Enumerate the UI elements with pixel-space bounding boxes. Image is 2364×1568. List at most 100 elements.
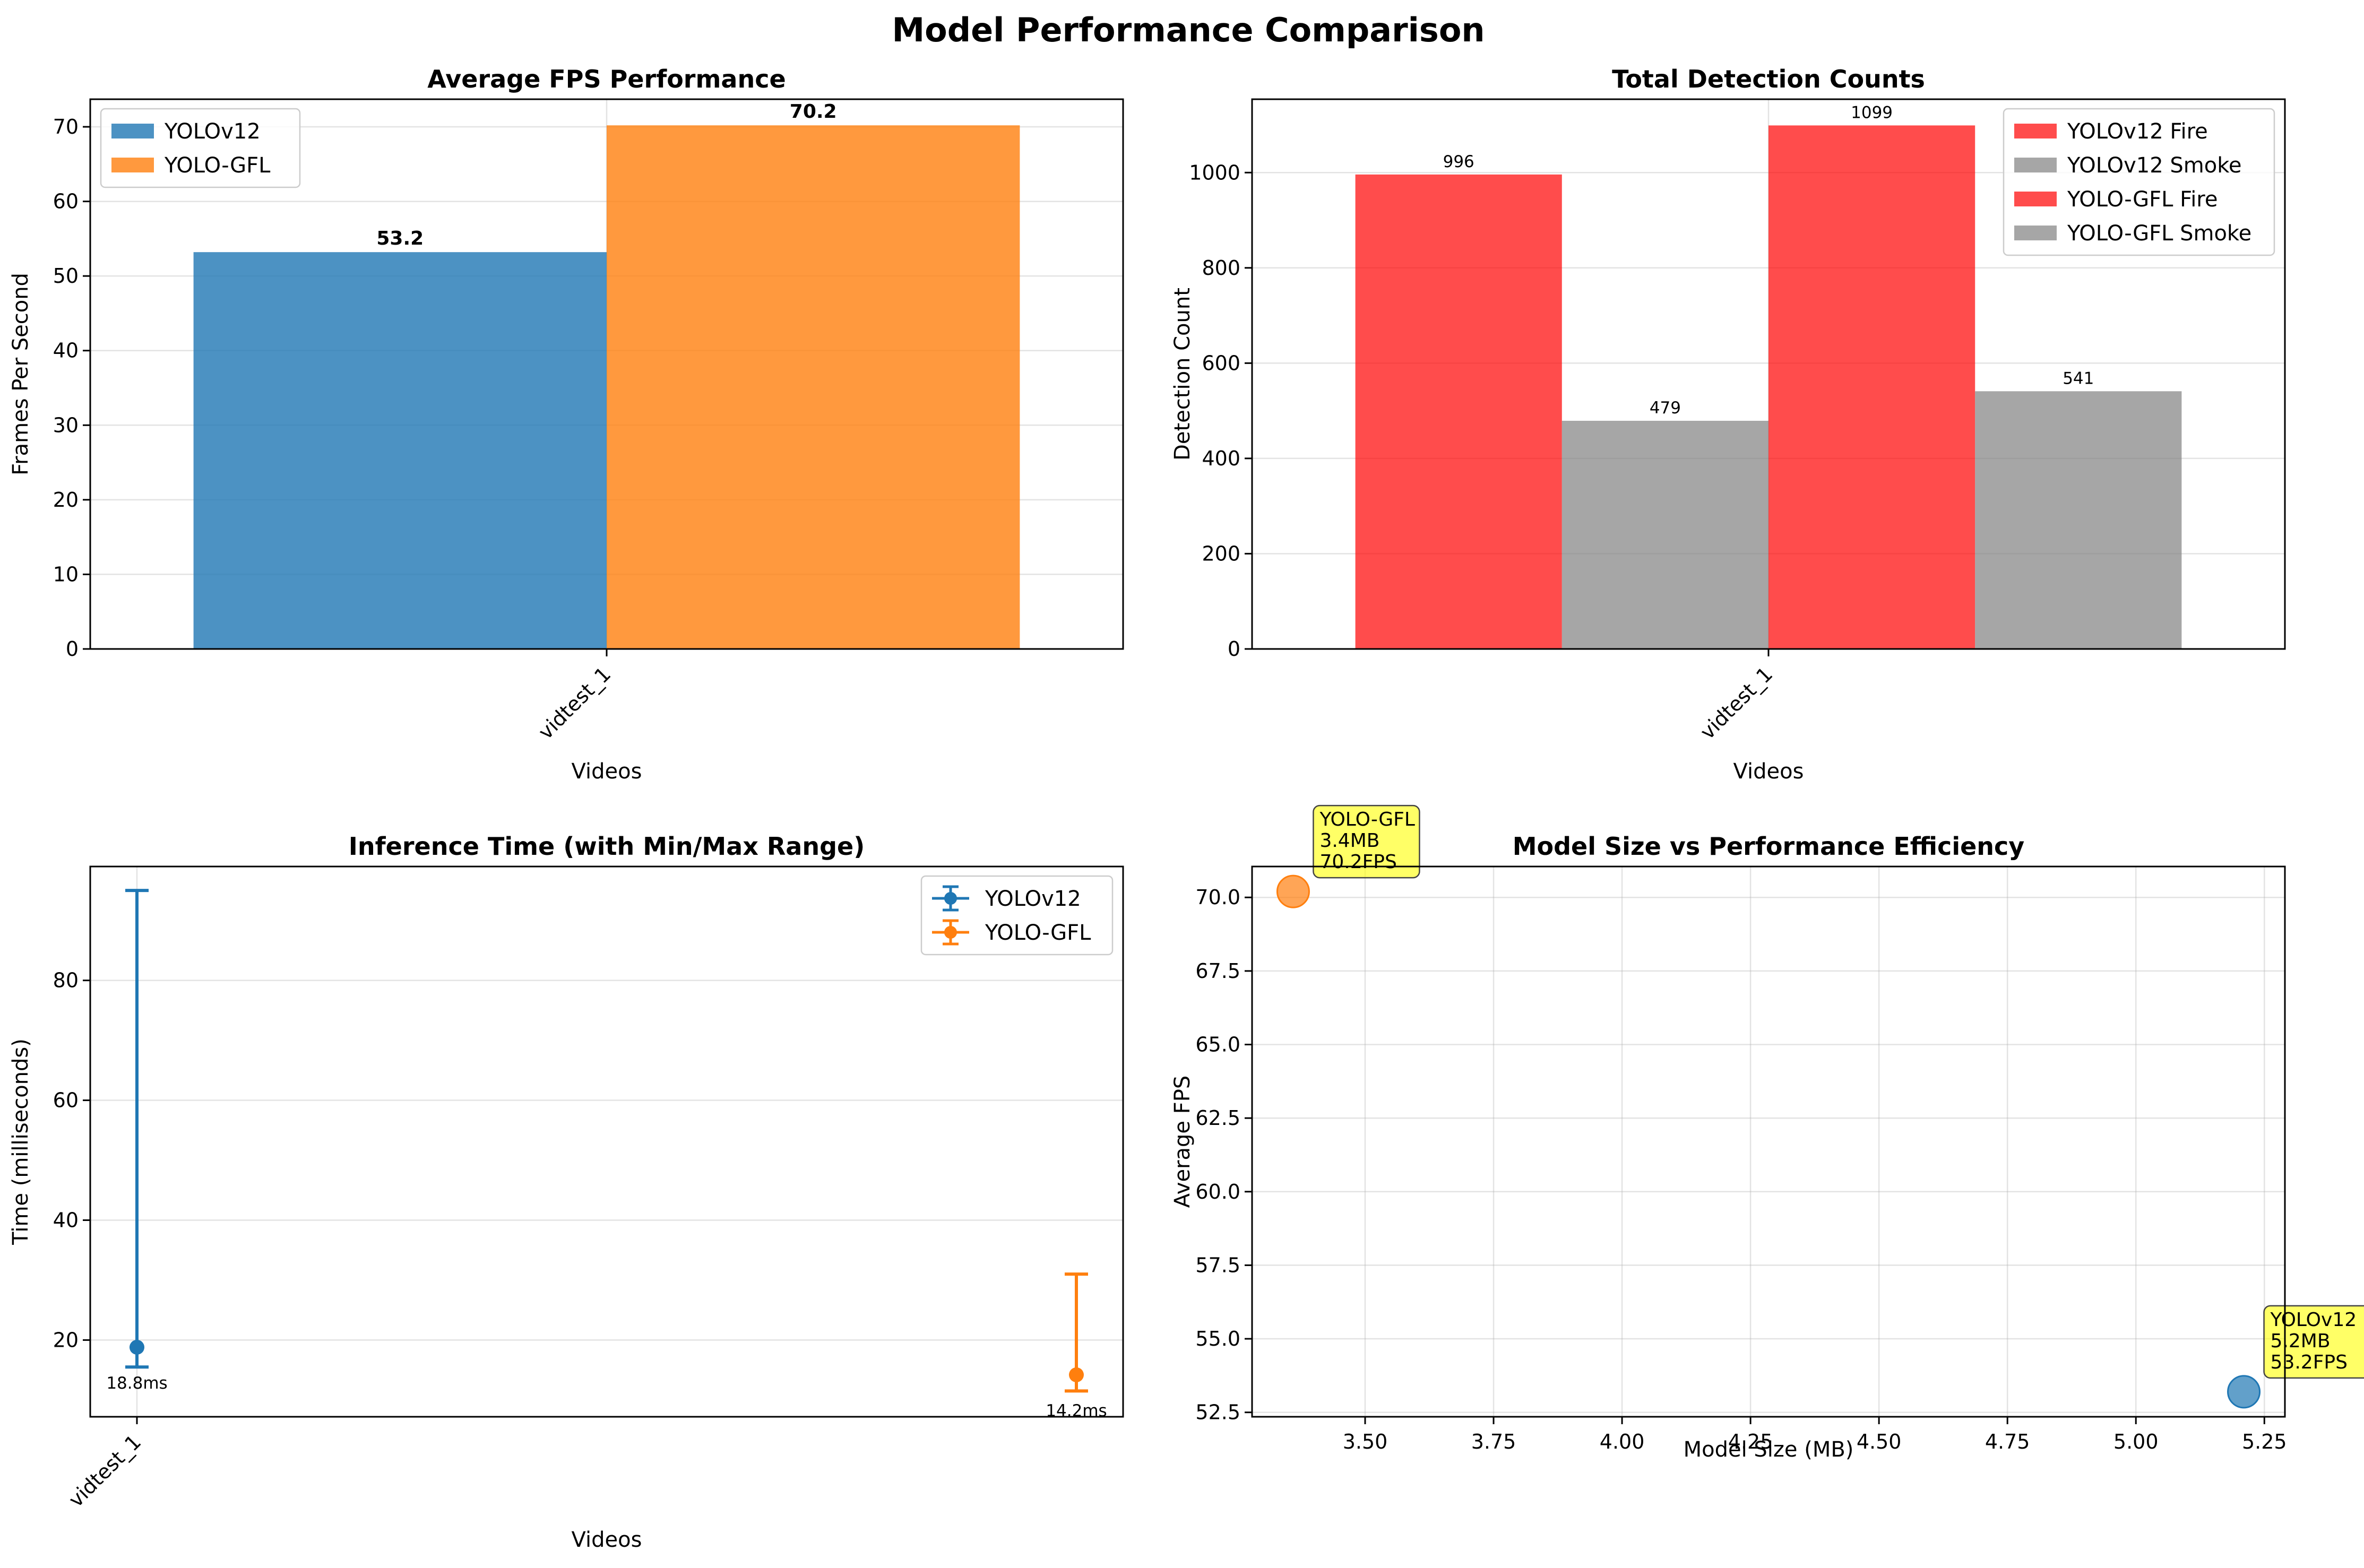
point-annotation-box [2263, 1305, 2364, 1379]
x-tick-label: 4.75 [1985, 1430, 2030, 1453]
bar-value-label: 541 [2063, 369, 2094, 388]
legend-swatch [2014, 226, 2057, 240]
bar-value-label: 1099 [1851, 103, 1893, 122]
legend-entry: YOLO-GFL [164, 153, 271, 178]
y-axis-label: Time (milliseconds) [8, 1038, 33, 1245]
chart-title: Inference Time (with Min/Max Range) [349, 832, 865, 861]
legend-swatch [2014, 158, 2057, 172]
size-vs-fps-scatter-chart: 52.5 55.0 57.5 60.0 62.5 65.0 67.5 70.0 3.50 3.75… [1170, 804, 2364, 1462]
x-axis-label: Model Size (MB) [1684, 1437, 1854, 1462]
chart-title: Total Detection Counts [1612, 65, 1925, 93]
bar [607, 125, 1020, 649]
point-annotation-text: 5.2MB [2271, 1330, 2331, 1352]
y-axis-label: Average FPS [1170, 1076, 1195, 1208]
bar [1768, 125, 1975, 649]
chart-title: Model Size vs Performance Efficiency [1513, 832, 2025, 861]
legend-entry: YOLO-GFL Fire [2067, 187, 2218, 212]
x-tick-label: 4.25 [1728, 1430, 1773, 1453]
point-annotation-box [1313, 804, 1420, 879]
y-tick-label: 80 [53, 969, 79, 992]
legend-swatch [111, 158, 154, 172]
legend-entry: YOLOv12 Smoke [2067, 153, 2242, 178]
legend [920, 875, 1114, 956]
y-tick-label: 67.5 [1195, 959, 1240, 983]
x-axis-label: Videos [1733, 759, 1804, 784]
legend-entry: YOLOv12 Fire [2067, 119, 2208, 144]
legend-entry: YOLOv12 [164, 119, 261, 144]
y-tick-label: 0 [1228, 637, 1240, 661]
y-tick-label: 65.0 [1195, 1033, 1240, 1056]
x-tick-label: 3.50 [1343, 1430, 1388, 1453]
y-tick-label: 60 [53, 190, 79, 213]
bar-value-label: 479 [1650, 399, 1681, 418]
mean-value-label: 18.8ms [106, 1374, 167, 1393]
legend-swatch [2014, 124, 2057, 138]
fps-bar-chart: 0 10 20 30 40 50 60 70 53.2 70.2 vidtest_1 Average … [8, 65, 1124, 784]
y-tick-label: 60.0 [1195, 1180, 1240, 1203]
legend-entry: YOLO-GFL [985, 921, 1091, 945]
y-tick-label: 20 [53, 1328, 79, 1352]
y-tick-label: 52.5 [1195, 1401, 1240, 1424]
legend-swatch [111, 124, 154, 138]
mean-point [130, 1339, 144, 1355]
mean-point [1069, 1367, 1084, 1382]
x-tick-label: 4.00 [1600, 1430, 1645, 1453]
y-tick-label: 70 [53, 115, 79, 138]
bar [1975, 391, 2182, 649]
bar-value-label: 53.2 [376, 228, 424, 249]
x-tick-label: 5.00 [2113, 1430, 2159, 1453]
scatter-point [2227, 1375, 2261, 1409]
point-annotation-text: 70.2FPS [1319, 851, 1396, 873]
plot-frame [1251, 865, 2286, 1418]
y-tick-label: 55.0 [1195, 1327, 1240, 1350]
point-annotation-text: YOLOv12 [2270, 1309, 2357, 1331]
y-tick-label: 57.5 [1195, 1253, 1240, 1277]
x-axis-label: Videos [572, 1528, 642, 1552]
mean-value-label: 14.2ms [1046, 1401, 1107, 1420]
x-tick-label: 3.75 [1471, 1430, 1516, 1453]
point-annotation-text: 53.2FPS [2271, 1352, 2348, 1373]
bar-value-label: 70.2 [790, 101, 837, 123]
chart-title: Average FPS Performance [427, 65, 786, 93]
y-tick-label: 10 [53, 562, 79, 586]
y-tick-label: 0 [66, 637, 79, 661]
y-tick-label: 30 [53, 413, 79, 437]
y-tick-label: 20 [53, 488, 79, 512]
y-tick-label: 800 [1202, 256, 1240, 280]
legend-entry: YOLOv12 [985, 887, 1081, 911]
y-tick-label: 70.0 [1195, 886, 1240, 909]
legend-swatch [944, 926, 957, 939]
scatter-point [1276, 874, 1310, 908]
detection-count-bar-chart: 0 200 400 600 800 1000 996 479 1099 541 vidtest_1 T… [1170, 65, 2286, 784]
point-annotation-text: YOLO-GFL [1319, 809, 1414, 830]
y-tick-label: 60 [53, 1089, 79, 1112]
point-annotation-text: 3.4MB [1319, 830, 1379, 852]
x-tick-label: 5.25 [2242, 1430, 2287, 1453]
y-tick-label: 62.5 [1195, 1106, 1240, 1130]
bar-value-label: 996 [1443, 152, 1474, 171]
legend-swatch [2014, 192, 2057, 206]
figure-title: Model Performance Comparison [892, 11, 1485, 49]
y-tick-label: 400 [1202, 447, 1240, 470]
x-tick-label: vidtest_1 [1696, 662, 1778, 744]
y-tick-label: 50 [53, 264, 79, 288]
y-axis-label: Detection Count [1170, 288, 1195, 461]
plot-frame [89, 865, 1124, 1418]
y-axis-label: Frames Per Second [8, 273, 33, 475]
x-tick-label: vidtest_1 [534, 662, 616, 744]
x-axis-label: Videos [572, 759, 642, 784]
x-tick-label: vidtest_1 [64, 1430, 146, 1512]
legend-entry: YOLO-GFL Smoke [2067, 221, 2251, 246]
legend-swatch [944, 892, 957, 905]
bar [1561, 420, 1768, 649]
inference-time-errorbar-chart: 20 40 60 80 18.8ms 14.2ms vidtest_1 Inference T… [8, 832, 1124, 1552]
bar [193, 252, 607, 649]
x-tick-label: 4.50 [1857, 1430, 1902, 1453]
y-tick-label: 1000 [1189, 161, 1240, 184]
y-tick-label: 40 [53, 1208, 79, 1232]
y-tick-label: 200 [1202, 542, 1240, 565]
bar [1355, 174, 1562, 649]
y-tick-label: 600 [1202, 351, 1240, 375]
legend [2003, 108, 2275, 256]
